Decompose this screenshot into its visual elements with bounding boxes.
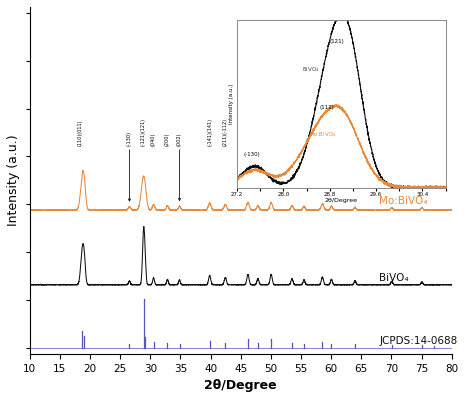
X-axis label: 2θ/Degree: 2θ/Degree [325,198,358,203]
Text: (111): (111) [319,105,334,111]
X-axis label: 2θ/Degree: 2θ/Degree [204,379,277,392]
Text: Mo:BiVO₄: Mo:BiVO₄ [379,196,428,206]
Text: (110)(011): (110)(011) [77,120,82,146]
Y-axis label: Intensity (a.u.): Intensity (a.u.) [7,134,20,226]
Text: (-321)(321): (-321)(321) [320,118,325,146]
Text: (-141)(141): (-141)(141) [207,118,212,146]
Text: (-130): (-130) [127,131,132,146]
Text: (002): (002) [177,133,182,146]
Text: (040): (040) [151,133,156,146]
Text: (-161)(161): (-161)(161) [290,118,294,146]
Text: (-231)(-123): (-231)(-123) [246,117,250,146]
Text: (-130): (-130) [243,152,260,157]
Text: (013): (013) [301,133,307,146]
Text: Mo:BiVO$_4$: Mo:BiVO$_4$ [310,130,337,139]
Text: (121): (121) [329,39,344,43]
Text: BiVO₄: BiVO₄ [379,273,409,282]
Text: (231): (231) [329,133,334,146]
Text: (211)(-112): (211)(-112) [223,118,228,146]
Text: (240)(042): (240)(042) [255,120,260,146]
Text: (200): (200) [165,133,170,146]
Text: JCPDS:14-0688: JCPDS:14-0688 [379,336,458,346]
Text: BiVO$_4$: BiVO$_4$ [301,65,319,74]
Y-axis label: Intensity (a.u.): Intensity (a.u.) [229,83,234,124]
Text: (-202)(202): (-202)(202) [269,118,273,146]
Text: (-121)(121): (-121)(121) [141,118,146,146]
